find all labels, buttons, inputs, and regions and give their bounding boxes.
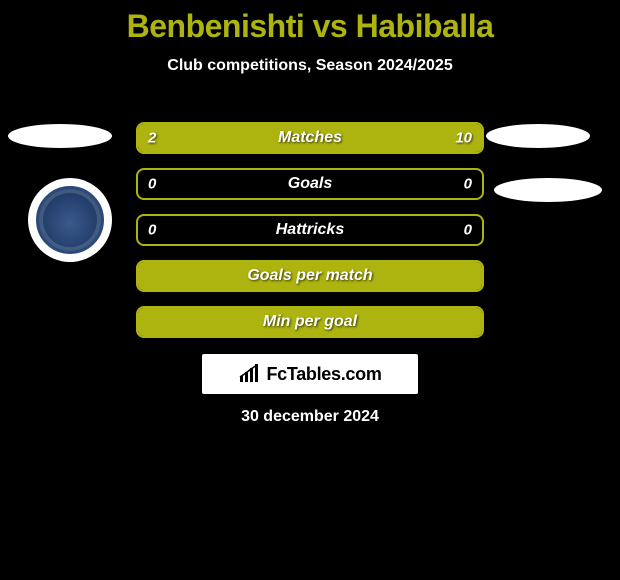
stat-bar: 00Hattricks (136, 214, 484, 246)
stat-label: Goals per match (138, 267, 482, 285)
club-badge-inner (36, 186, 104, 254)
stat-bar: Goals per match (136, 260, 484, 292)
stat-label: Matches (138, 129, 482, 147)
stat-label: Hattricks (138, 221, 482, 239)
stat-bar: 210Matches (136, 122, 484, 154)
stat-bar: Min per goal (136, 306, 484, 338)
stat-bar: 00Goals (136, 168, 484, 200)
brand-link[interactable]: FcTables.com (202, 354, 418, 394)
brand-text: FcTables.com (266, 364, 381, 385)
player1-placeholder-shape (8, 124, 112, 148)
page-title: Benbenishti vs Habiballa (0, 0, 620, 45)
stat-label: Goals (138, 175, 482, 193)
player1-club-badge (28, 178, 112, 262)
player2-placeholder-shape-1 (486, 124, 590, 148)
player2-placeholder-shape-2 (494, 178, 602, 202)
page-subtitle: Club competitions, Season 2024/2025 (0, 57, 620, 75)
chart-icon (238, 364, 262, 384)
stat-label: Min per goal (138, 313, 482, 331)
date-line: 30 december 2024 (0, 408, 620, 426)
stats-column: 210Matches 00Goals 00Hattricks Goals per ma… (136, 122, 484, 352)
